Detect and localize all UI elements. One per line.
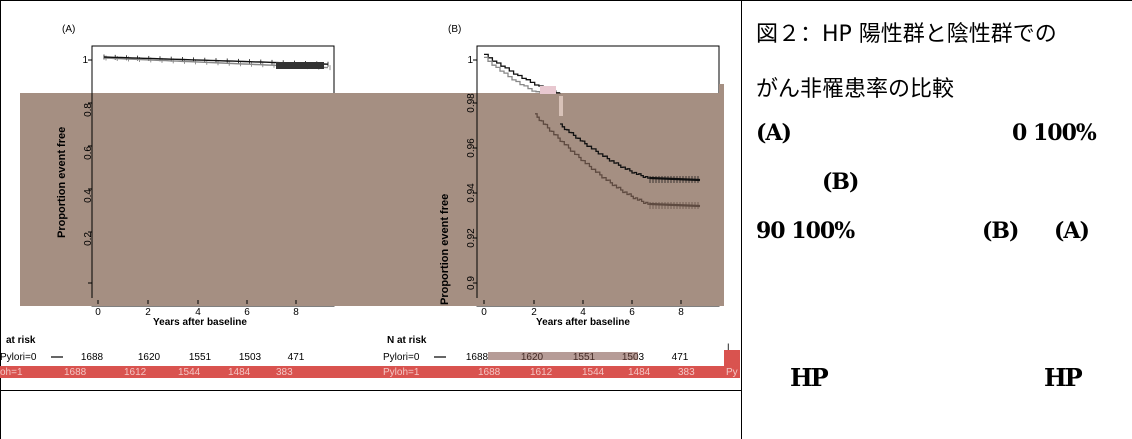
panel-a-ytick-02: 0.2: [83, 232, 94, 246]
panel-a-xtick-label: 4: [195, 307, 201, 318]
caption-line5-left: 90 100%: [756, 218, 855, 244]
panel-b-xtick-label: 6: [629, 307, 635, 318]
panel-a-xtick-label: 8: [293, 307, 299, 318]
panel-a-label: (A): [62, 24, 75, 35]
risk-row1-ghost-text: 1484: [628, 367, 651, 378]
panel-a-risk-row0-v0: 1688: [81, 352, 104, 363]
panel-a-risk-row0-v3: 1503: [239, 352, 262, 363]
panel-a-x-ticks: 0 2 4 6 8: [95, 300, 299, 318]
panel-b-ytick-label: 0.94: [466, 183, 477, 203]
risk-row1-ghost: oh=1 1688 1612 1544 1484 383 Pyloh=1 1688 1612 15…: [0, 367, 738, 378]
panel-b-ytick-label: 0.92: [466, 228, 477, 248]
panel-b-ytick-label: 0.98: [466, 93, 477, 113]
panel-b-x-ticks: 0 2 4 6 8: [481, 300, 684, 318]
risk-row1-ghost-text: 1688: [64, 367, 87, 378]
panel-a-xtick-label: 2: [145, 307, 151, 318]
panel-b-y-axis-label: Proportion event free: [439, 194, 451, 305]
panel-a-censor-cluster: [276, 62, 324, 69]
caption-line6-left: HP: [790, 363, 829, 392]
panel-b-curve-pylori0: [560, 123, 651, 179]
panel-b-risk-header: N at risk: [387, 335, 427, 346]
risk-row-overlay: [0, 366, 724, 378]
panel-a-risk-row0-v4: 471: [288, 352, 305, 363]
risk-row-smudge: [488, 352, 638, 360]
risk-row1-ghost-text: 1544: [582, 367, 605, 378]
panel-b-x-axis-label: Years after baseline: [536, 317, 630, 328]
panel-a-risk-row0-v1: 1620: [138, 352, 161, 363]
risk-row1-ghost-text: 1612: [124, 367, 147, 378]
panel-b-risk-row0-label: Pylori=0: [383, 352, 420, 363]
panel-b-risk-row0-v4: 471: [672, 352, 689, 363]
risk-row1-ghost-text: 383: [276, 367, 293, 378]
risk-row1-ghost-text: Py: [726, 367, 738, 378]
panel-b-ytick-label: 0.9: [466, 276, 477, 290]
panel-a-risk-row0-label: Pylori=0: [0, 352, 37, 363]
panel-b-ytick-1: 1: [467, 55, 473, 66]
panel-a-axes: [88, 93, 93, 298]
panel-a-ytick-06: 0.6: [83, 146, 94, 160]
risk-row1-ghost-text: Pyloh=1: [383, 367, 420, 378]
risk-row1-ghost-text: 383: [678, 367, 695, 378]
panel-b-overlay: [334, 93, 719, 306]
panel-a-curves: [103, 54, 331, 71]
caption-line6-right: HP: [1044, 363, 1083, 392]
panel-a-risk-row0-v2: 1551: [189, 352, 212, 363]
panel-b-ghost-mark: [559, 96, 563, 116]
panel-a-y-axis-label: Proportion event free: [56, 127, 68, 238]
risk-row1-ghost-text: 1484: [228, 367, 251, 378]
caption-line3-left: (A): [756, 120, 792, 146]
panel-a-xtick-label: 6: [244, 307, 250, 318]
panel-a-risk-header: at risk: [6, 335, 36, 346]
table-border-left: [0, 0, 1, 439]
panel-b-y-ticks: 0.9 0.92 0.94 0.96 0.98: [466, 59, 478, 298]
panel-a-ytick-1: 1: [82, 55, 88, 66]
panel-b-overlay-edge: [719, 84, 724, 306]
panel-b-edge-text: I: [727, 342, 730, 352]
caption-line5-mid: (B): [982, 218, 1019, 244]
panel-a-overlay: [20, 93, 334, 306]
table-divider: [741, 0, 742, 439]
risk-row1-ghost-text: 1544: [178, 367, 201, 378]
panel-b-xtick-label: 4: [580, 307, 586, 318]
panel-b-risk-row0-v0: 1688: [466, 352, 489, 363]
figure-svg: (A) 1 0 (B) 1 Proportion event free 0.2 …: [0, 24, 740, 378]
panel-b-curve-pylori1-top: [484, 56, 541, 94]
panel-a-ytick-04: 0.4: [83, 189, 94, 203]
risk-row1-ghost-text: oh=1: [0, 367, 23, 378]
panel-b-ytick-label: 0.96: [466, 138, 477, 158]
panel-a-ytick-08: 0.8: [83, 103, 94, 117]
panel-b-label: (B): [448, 24, 461, 35]
caption-line3-right: 0 100%: [1012, 120, 1097, 146]
caption-line4: (B): [822, 169, 859, 195]
panel-b-xtick-label: 0: [481, 307, 487, 318]
caption-line5-right: (A): [1054, 218, 1090, 244]
panel-a-x-axis-label: Years after baseline: [153, 317, 247, 328]
table-row-divider: [0, 390, 742, 391]
risk-row-overlay-edge: [724, 350, 740, 378]
caption-title-line1: 図２：HP 陽性群と陰性群での: [756, 22, 1057, 47]
risk-row1-ghost-text: 1688: [478, 367, 501, 378]
panel-b-curves: [484, 53, 701, 209]
kaplan-meier-figure: (A) 1 0 (B) 1 Proportion event free 0.2 …: [0, 24, 740, 378]
table-border-top: [0, 0, 1132, 1]
panel-a-xtick-label: 0: [95, 307, 101, 318]
panel-b-ghost-mark: [540, 86, 556, 94]
panel-b-xtick-label: 2: [531, 307, 537, 318]
panel-b-xtick-label: 8: [678, 307, 684, 318]
panel-b-curve-pylori1: [535, 113, 651, 205]
caption-title-line2: がん非罹患率の比較: [756, 77, 955, 102]
risk-row1-ghost-text: 1612: [530, 367, 553, 378]
